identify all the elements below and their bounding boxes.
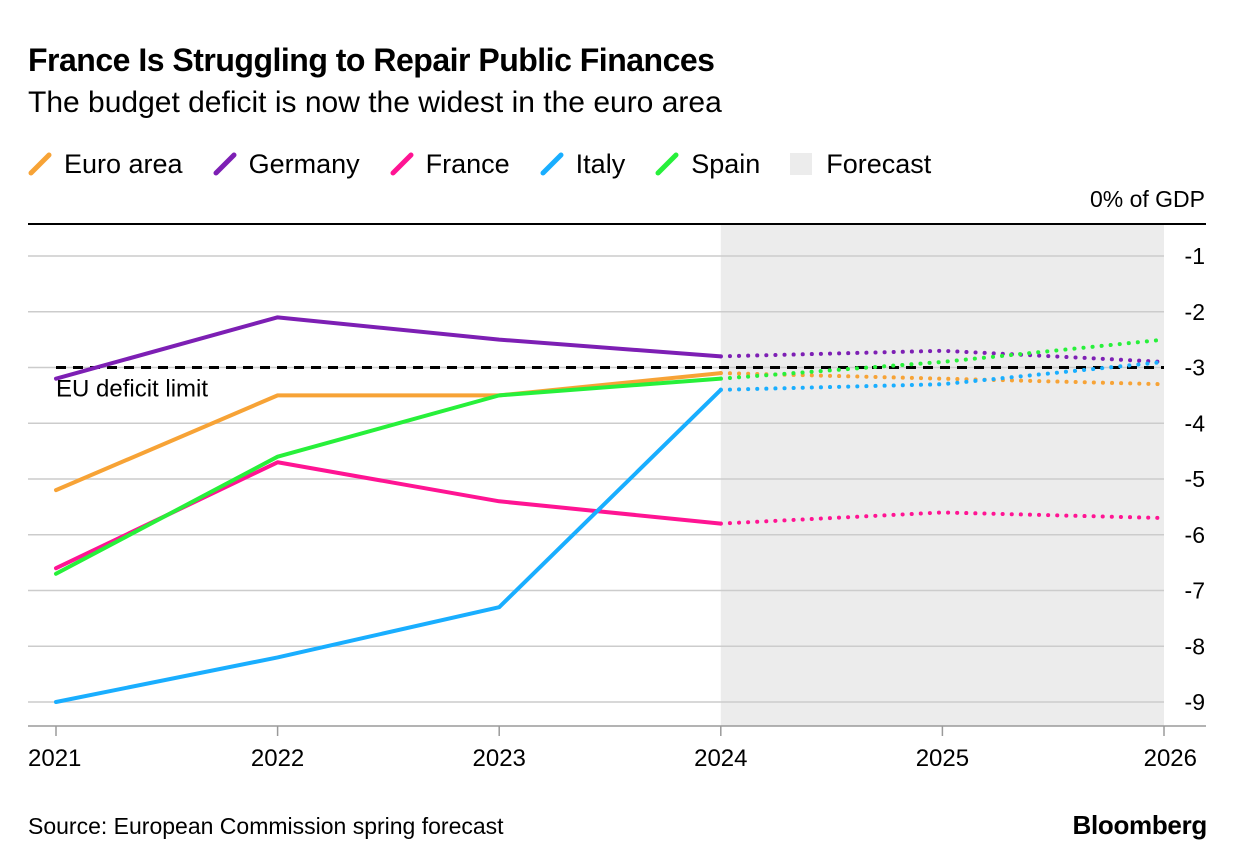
y-tick-label: -3	[1185, 355, 1205, 381]
legend-label-forecast: Forecast	[826, 148, 932, 179]
x-tick-label: 2021	[28, 745, 81, 772]
y-tick-label: -6	[1185, 522, 1205, 548]
legend-label-italy: Italy	[575, 148, 626, 179]
legend-line-icon	[28, 152, 52, 176]
legend-item-forecast: Forecast	[790, 149, 931, 180]
legend-line-icon	[655, 152, 679, 176]
series-line-france	[54, 460, 723, 571]
forecast-swatch	[790, 153, 813, 175]
legend-line-icon	[213, 152, 237, 176]
series-line-euro-area	[54, 371, 723, 493]
series-forecast-line-euro-area	[718, 371, 1166, 387]
y-tick-label: -9	[1185, 689, 1205, 715]
series-line-germany	[54, 315, 723, 381]
legend-item-italy: Italy	[540, 148, 626, 180]
forecast-band	[720, 224, 1164, 726]
series-forecast-line-italy	[718, 359, 1166, 392]
legend-line-icon	[540, 152, 564, 176]
legend-label-germany: Germany	[248, 148, 360, 179]
chart-subtitle: The budget deficit is now the widest in …	[28, 86, 722, 119]
y-tick-label: -7	[1185, 578, 1205, 604]
legend-label-euro-area: Euro area	[64, 148, 183, 179]
y-unit-label: 0% of GDP	[1089, 186, 1205, 212]
legend-item-france: France	[390, 149, 510, 180]
series-line-spain	[54, 376, 723, 576]
x-tick-label: 2025	[916, 745, 969, 772]
y-tick-label: -5	[1185, 466, 1205, 492]
series-line-italy	[54, 387, 723, 704]
legend-line-icon	[390, 152, 414, 176]
x-tick-label: 2024	[694, 745, 747, 772]
y-tick-label: -8	[1185, 633, 1205, 659]
chart-title: France Is Struggling to Repair Public Fi…	[28, 42, 715, 78]
series-forecast-line-france	[718, 510, 1166, 526]
y-tick-label: -1	[1185, 243, 1205, 269]
legend-label-france: France	[425, 148, 510, 179]
legend-item-euro-area: Euro area	[28, 149, 183, 180]
source-note: Source: European Commission spring forec…	[28, 813, 504, 839]
legend: Euro area Germany France Italy Spain Forecas…	[28, 146, 961, 182]
x-tick-label: 2026	[1144, 745, 1197, 772]
y-tick-label: -4	[1185, 410, 1206, 436]
y-tick-label: -2	[1185, 299, 1205, 325]
legend-item-spain: Spain	[655, 149, 760, 180]
series-forecast-line-spain	[718, 337, 1166, 381]
legend-item-germany: Germany	[213, 149, 360, 180]
eu-deficit-limit-label: EU deficit limit	[56, 376, 208, 403]
x-tick-label: 2023	[473, 745, 526, 772]
series-forecast-line-germany	[718, 348, 1166, 364]
bloomberg-logo: Bloomberg	[1072, 810, 1207, 840]
x-tick-label: 2022	[251, 745, 304, 772]
legend-label-spain: Spain	[691, 148, 761, 179]
